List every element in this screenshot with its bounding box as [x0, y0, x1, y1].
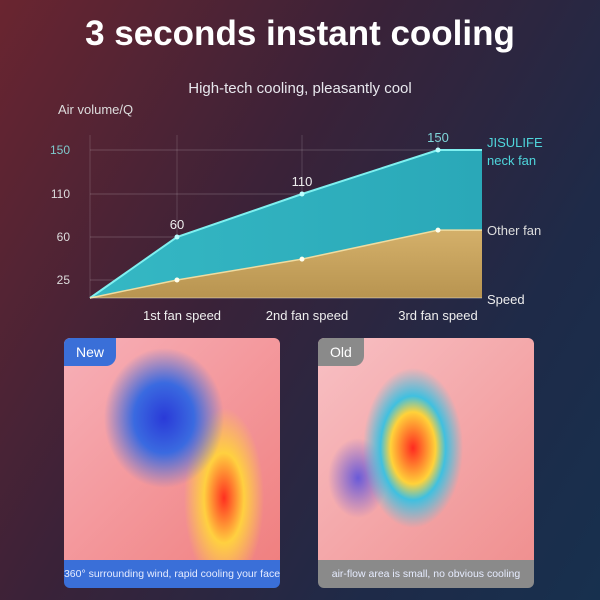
data-label: 110 — [292, 174, 313, 189]
x-axis-label: Speed — [487, 292, 525, 307]
jisulife-point — [299, 191, 305, 197]
new-badge: New — [64, 338, 117, 366]
data-label: 60 — [170, 217, 184, 232]
page-title: 3 seconds instant cooling — [85, 14, 515, 53]
y-tick-label: 150 — [50, 143, 70, 157]
air-volume-chart: 150 110 60 25 60 1st fan speed 110 2nd fan spee… — [50, 102, 543, 323]
y-tick-label: 25 — [57, 273, 71, 287]
other-fan-area — [90, 230, 482, 298]
thermal-image-new — [64, 338, 280, 560]
other-fan-point — [435, 227, 441, 233]
thermal-image-old — [318, 338, 534, 560]
legend-jisulife: JISULIFE — [487, 135, 543, 150]
x-tick-label: 2nd fan speed — [266, 308, 348, 323]
jisulife-point — [174, 234, 180, 240]
jisulife-point — [435, 147, 441, 153]
other-fan-point — [174, 277, 180, 283]
other-fan-point — [299, 256, 305, 262]
new-fan-panel: New 360° surrounding wind, rapid cooling… — [64, 338, 280, 588]
chart-subtitle: High-tech cooling, pleasantly cool — [188, 80, 412, 97]
old-fan-panel: Old air-flow area is small, no obvious c… — [318, 338, 534, 588]
legend-jisulife: neck fan — [487, 153, 536, 168]
y-tick-label: 60 — [57, 230, 71, 244]
y-axis-label: Air volume/Q — [58, 102, 133, 117]
data-label: 150 — [427, 130, 449, 145]
new-caption: 360° surrounding wind, rapid cooling you… — [64, 560, 280, 588]
x-tick-label: 1st fan speed — [143, 308, 221, 323]
old-caption: air-flow area is small, no obvious cooli… — [318, 560, 534, 588]
y-tick-label: 110 — [51, 187, 70, 201]
x-tick-label: 3rd fan speed — [398, 308, 478, 323]
old-badge: Old — [318, 338, 364, 366]
legend-other-fan: Other fan — [487, 223, 541, 238]
